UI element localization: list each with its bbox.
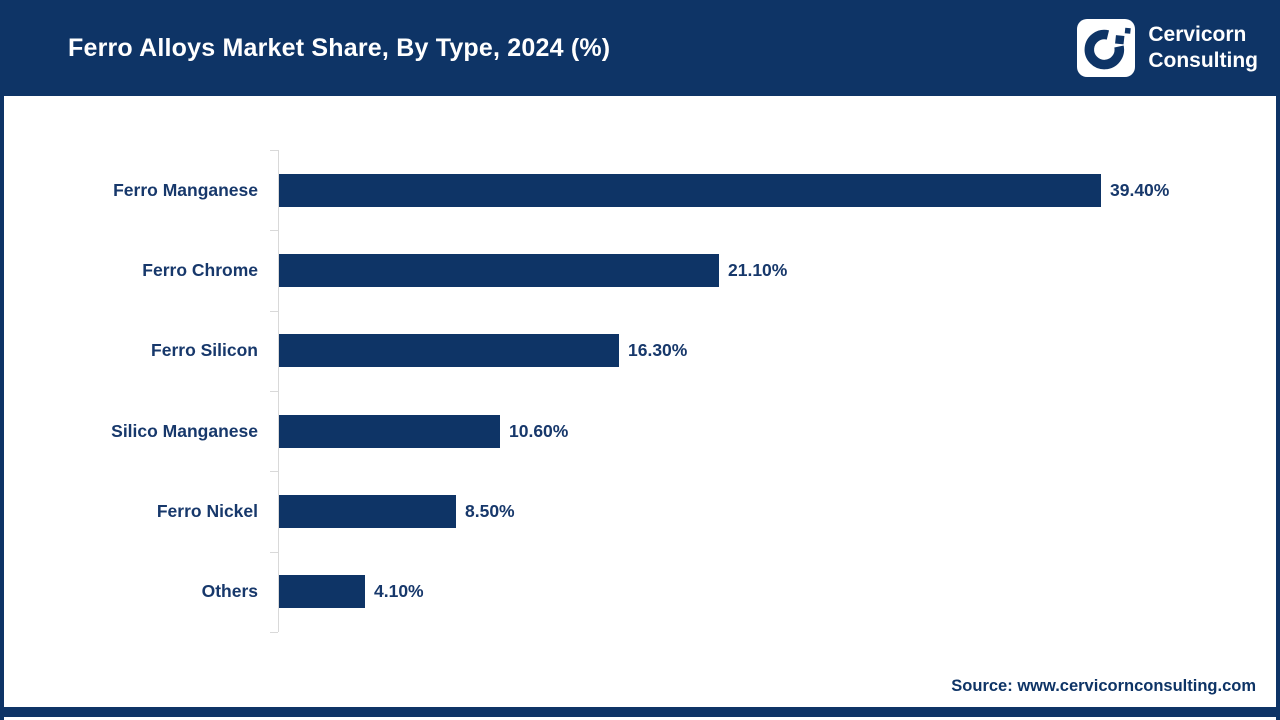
bar-wrap: 16.30% <box>279 334 688 368</box>
axis-tick <box>270 632 278 633</box>
category-label: Ferro Chrome <box>142 259 258 280</box>
brand-line-2: Consulting <box>1148 49 1258 72</box>
brand-logo: Cervicorn Consulting <box>1077 19 1258 77</box>
category-label: Others <box>201 581 258 602</box>
y-axis-line <box>278 150 279 632</box>
chart-row: Ferro Manganese 39.40% <box>0 150 1230 230</box>
bar <box>279 173 1101 207</box>
bar-wrap: 4.10% <box>279 575 424 609</box>
axis-tick <box>270 552 278 553</box>
bar-wrap: 21.10% <box>279 253 788 287</box>
value-label: 16.30% <box>628 340 688 361</box>
page-border-right <box>1276 96 1280 720</box>
axis-tick <box>270 230 278 231</box>
bar-wrap: 39.40% <box>279 173 1170 207</box>
category-label: Ferro Manganese <box>113 179 258 200</box>
axis-tick <box>270 150 278 151</box>
header-bar: Ferro Alloys Market Share, By Type, 2024… <box>0 0 1280 96</box>
bar <box>279 494 456 528</box>
bar-wrap: 10.60% <box>279 414 569 448</box>
page-border-left <box>0 96 4 720</box>
page-border-bottom <box>0 707 1280 717</box>
chart-rows: Ferro Manganese 39.40% Ferro Chrome 21.1… <box>0 150 1230 632</box>
cervicorn-logo-icon <box>1077 19 1136 77</box>
bar <box>279 575 365 609</box>
value-label: 10.60% <box>509 420 569 441</box>
value-label: 21.10% <box>728 259 788 280</box>
bar <box>279 253 719 287</box>
chart-row: Ferro Silicon 16.30% <box>0 311 1230 391</box>
value-label: 8.50% <box>465 500 515 521</box>
bar-wrap: 8.50% <box>279 494 515 528</box>
chart-row: Others 4.10% <box>0 552 1230 632</box>
bar <box>279 334 619 368</box>
brand-line-1: Cervicorn <box>1148 23 1247 46</box>
brand-name: Cervicorn Consulting <box>1148 22 1258 74</box>
source-note: Source: www.cervicornconsulting.com <box>951 677 1256 695</box>
chart-row: Ferro Nickel 8.50% <box>0 471 1230 551</box>
category-label: Silico Manganese <box>111 420 258 441</box>
chart-row: Ferro Chrome 21.10% <box>0 230 1230 310</box>
axis-tick <box>270 471 278 472</box>
category-label: Ferro Silicon <box>151 340 258 361</box>
axis-tick <box>270 311 278 312</box>
category-label: Ferro Nickel <box>156 500 258 521</box>
bar <box>279 414 500 448</box>
page-title: Ferro Alloys Market Share, By Type, 2024… <box>68 33 611 62</box>
chart-row: Silico Manganese 10.60% <box>0 391 1230 471</box>
axis-tick <box>270 391 278 392</box>
value-label: 39.40% <box>1110 179 1170 200</box>
value-label: 4.10% <box>374 581 424 602</box>
bar-chart: Ferro Manganese 39.40% Ferro Chrome 21.1… <box>0 150 1230 633</box>
